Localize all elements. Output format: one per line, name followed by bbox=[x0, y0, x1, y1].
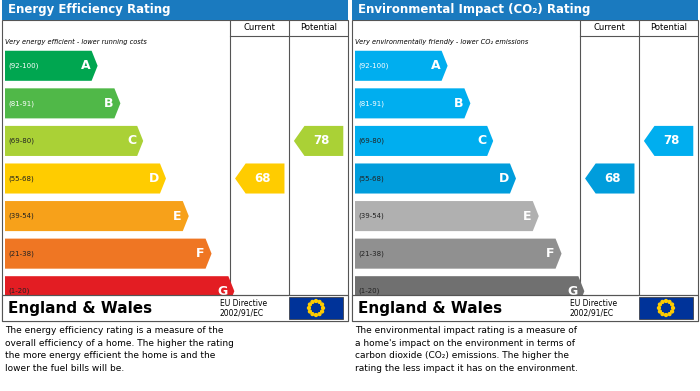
Text: Environmental Impact (CO₂) Rating: Environmental Impact (CO₂) Rating bbox=[358, 4, 590, 16]
Text: (69-80): (69-80) bbox=[8, 138, 34, 144]
Text: D: D bbox=[498, 172, 509, 185]
Text: Potential: Potential bbox=[650, 23, 687, 32]
Circle shape bbox=[321, 310, 323, 313]
Circle shape bbox=[311, 300, 314, 303]
Text: E: E bbox=[524, 210, 532, 222]
Text: England & Wales: England & Wales bbox=[8, 301, 152, 316]
Text: 2002/91/EC: 2002/91/EC bbox=[570, 309, 614, 318]
Text: 78: 78 bbox=[313, 135, 329, 147]
Bar bbox=[289, 297, 343, 319]
Polygon shape bbox=[355, 163, 516, 194]
Text: Current: Current bbox=[594, 23, 626, 32]
Text: (55-68): (55-68) bbox=[358, 175, 384, 182]
Circle shape bbox=[671, 303, 673, 306]
Text: Potential: Potential bbox=[300, 23, 337, 32]
Text: B: B bbox=[454, 97, 463, 110]
Text: F: F bbox=[546, 247, 554, 260]
Text: (39-54): (39-54) bbox=[358, 213, 384, 219]
Circle shape bbox=[309, 303, 312, 306]
Circle shape bbox=[659, 303, 661, 306]
Text: (92-100): (92-100) bbox=[8, 63, 38, 69]
Text: (69-80): (69-80) bbox=[358, 138, 384, 144]
Polygon shape bbox=[5, 126, 144, 156]
Text: EU Directive: EU Directive bbox=[570, 299, 617, 308]
Circle shape bbox=[318, 300, 321, 303]
Bar bbox=[352, 295, 698, 321]
Text: England & Wales: England & Wales bbox=[358, 301, 502, 316]
Text: (21-38): (21-38) bbox=[8, 250, 34, 257]
Circle shape bbox=[314, 314, 317, 316]
Text: Not energy efficient - higher running costs: Not energy efficient - higher running co… bbox=[5, 312, 147, 319]
Text: G: G bbox=[567, 285, 577, 298]
Text: D: D bbox=[148, 172, 159, 185]
Polygon shape bbox=[5, 88, 120, 118]
Text: (81-91): (81-91) bbox=[358, 100, 384, 107]
Polygon shape bbox=[5, 51, 97, 81]
Text: 68: 68 bbox=[254, 172, 270, 185]
Polygon shape bbox=[355, 201, 539, 231]
Polygon shape bbox=[355, 51, 447, 81]
Polygon shape bbox=[355, 239, 561, 269]
Text: F: F bbox=[196, 247, 204, 260]
Circle shape bbox=[664, 314, 667, 316]
Text: (92-100): (92-100) bbox=[358, 63, 388, 69]
Text: E: E bbox=[174, 210, 182, 222]
Text: 78: 78 bbox=[663, 135, 679, 147]
Text: (39-54): (39-54) bbox=[8, 213, 34, 219]
Bar bbox=[2, 295, 348, 321]
Circle shape bbox=[671, 307, 675, 309]
Polygon shape bbox=[5, 201, 189, 231]
Text: (21-38): (21-38) bbox=[358, 250, 384, 257]
Polygon shape bbox=[5, 276, 235, 306]
Circle shape bbox=[657, 307, 660, 309]
Polygon shape bbox=[5, 239, 211, 269]
Polygon shape bbox=[355, 126, 493, 156]
Circle shape bbox=[671, 310, 673, 313]
Text: The environmental impact rating is a measure of
a home's impact on the environme: The environmental impact rating is a mea… bbox=[356, 326, 578, 373]
Polygon shape bbox=[294, 126, 343, 156]
Bar bbox=[352, 0, 698, 20]
Text: Current: Current bbox=[244, 23, 276, 32]
Polygon shape bbox=[355, 88, 470, 118]
Circle shape bbox=[664, 300, 667, 302]
Text: Not environmentally friendly - higher CO₂ emissions: Not environmentally friendly - higher CO… bbox=[355, 312, 528, 319]
Bar bbox=[639, 297, 693, 319]
Text: (81-91): (81-91) bbox=[8, 100, 34, 107]
Polygon shape bbox=[5, 163, 166, 194]
Polygon shape bbox=[585, 163, 634, 194]
Text: (1-20): (1-20) bbox=[8, 288, 29, 294]
Circle shape bbox=[668, 313, 671, 316]
Text: 68: 68 bbox=[604, 172, 620, 185]
Text: (55-68): (55-68) bbox=[8, 175, 34, 182]
Circle shape bbox=[311, 313, 314, 316]
Text: Energy Efficiency Rating: Energy Efficiency Rating bbox=[8, 4, 171, 16]
Circle shape bbox=[321, 303, 323, 306]
Text: G: G bbox=[217, 285, 228, 298]
Text: The energy efficiency rating is a measure of the
overall efficiency of a home. T: The energy efficiency rating is a measur… bbox=[6, 326, 234, 373]
Text: C: C bbox=[477, 135, 486, 147]
Circle shape bbox=[661, 313, 664, 316]
Circle shape bbox=[309, 310, 312, 313]
Polygon shape bbox=[235, 163, 284, 194]
Circle shape bbox=[314, 300, 317, 302]
Text: 2002/91/EC: 2002/91/EC bbox=[220, 309, 264, 318]
Circle shape bbox=[659, 310, 661, 313]
Text: C: C bbox=[127, 135, 136, 147]
Polygon shape bbox=[355, 276, 584, 306]
Text: Very energy efficient - lower running costs: Very energy efficient - lower running co… bbox=[5, 38, 147, 45]
Text: Very environmentally friendly - lower CO₂ emissions: Very environmentally friendly - lower CO… bbox=[355, 38, 528, 45]
Text: EU Directive: EU Directive bbox=[220, 299, 267, 308]
Circle shape bbox=[307, 307, 310, 309]
Text: B: B bbox=[104, 97, 113, 110]
Text: (1-20): (1-20) bbox=[358, 288, 379, 294]
Circle shape bbox=[318, 313, 321, 316]
Text: A: A bbox=[431, 59, 440, 72]
Circle shape bbox=[321, 307, 325, 309]
Circle shape bbox=[668, 300, 671, 303]
Polygon shape bbox=[644, 126, 693, 156]
Text: A: A bbox=[81, 59, 90, 72]
Bar bbox=[2, 0, 348, 20]
Circle shape bbox=[661, 300, 664, 303]
